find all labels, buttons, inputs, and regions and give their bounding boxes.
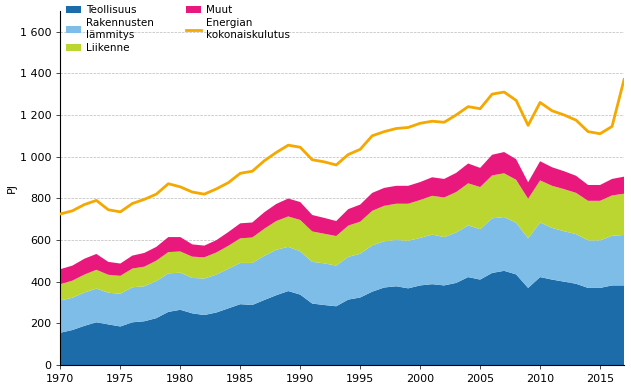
- Energian
kokonaiskulutus: [596, 131, 604, 136]
- Energian
kokonaiskulutus: [261, 158, 268, 163]
- Energian
kokonaiskulutus: [57, 212, 64, 216]
- Energian
kokonaiskulutus: [297, 145, 304, 150]
- Energian
kokonaiskulutus: [69, 208, 76, 213]
- Energian
kokonaiskulutus: [201, 192, 208, 197]
- Energian
kokonaiskulutus: [572, 118, 580, 122]
- Energian
kokonaiskulutus: [392, 126, 400, 131]
- Energian
kokonaiskulutus: [153, 192, 160, 197]
- Y-axis label: PJ: PJ: [7, 183, 17, 193]
- Energian
kokonaiskulutus: [452, 113, 460, 117]
- Energian
kokonaiskulutus: [237, 171, 244, 176]
- Energian
kokonaiskulutus: [189, 190, 196, 194]
- Energian
kokonaiskulutus: [285, 143, 292, 147]
- Energian
kokonaiskulutus: [225, 180, 232, 185]
- Energian
kokonaiskulutus: [404, 125, 412, 130]
- Energian
kokonaiskulutus: [129, 201, 136, 206]
- Energian
kokonaiskulutus: [464, 104, 472, 109]
- Energian
kokonaiskulutus: [213, 187, 220, 191]
- Energian
kokonaiskulutus: [105, 208, 112, 212]
- Energian
kokonaiskulutus: [584, 129, 592, 134]
- Energian
kokonaiskulutus: [416, 121, 424, 126]
- Energian
kokonaiskulutus: [620, 77, 628, 82]
- Energian
kokonaiskulutus: [141, 197, 148, 202]
- Energian
kokonaiskulutus: [117, 210, 124, 214]
- Energian
kokonaiskulutus: [536, 100, 544, 105]
- Line: Energian
kokonaiskulutus: Energian kokonaiskulutus: [61, 79, 624, 214]
- Energian
kokonaiskulutus: [488, 92, 496, 97]
- Energian
kokonaiskulutus: [177, 185, 184, 189]
- Energian
kokonaiskulutus: [560, 113, 568, 117]
- Energian
kokonaiskulutus: [428, 119, 436, 124]
- Energian
kokonaiskulutus: [500, 90, 508, 94]
- Energian
kokonaiskulutus: [249, 169, 256, 174]
- Energian
kokonaiskulutus: [512, 98, 520, 103]
- Energian
kokonaiskulutus: [357, 147, 364, 152]
- Energian
kokonaiskulutus: [273, 150, 280, 155]
- Energian
kokonaiskulutus: [524, 123, 532, 128]
- Energian
kokonaiskulutus: [345, 152, 352, 157]
- Energian
kokonaiskulutus: [369, 133, 376, 138]
- Energian
kokonaiskulutus: [548, 108, 556, 113]
- Energian
kokonaiskulutus: [81, 202, 88, 207]
- Legend: Teollisuus, Rakennusten
lämmitys, Liikenne, Muut, Energian
kokonaiskulutus: Teollisuus, Rakennusten lämmitys, Liiken…: [66, 5, 290, 53]
- Energian
kokonaiskulutus: [333, 163, 340, 167]
- Energian
kokonaiskulutus: [165, 181, 172, 186]
- Energian
kokonaiskulutus: [440, 120, 448, 125]
- Energian
kokonaiskulutus: [309, 158, 316, 162]
- Energian
kokonaiskulutus: [93, 198, 100, 203]
- Energian
kokonaiskulutus: [380, 129, 388, 134]
- Energian
kokonaiskulutus: [321, 160, 328, 164]
- Energian
kokonaiskulutus: [608, 124, 616, 129]
- Energian
kokonaiskulutus: [476, 106, 484, 111]
